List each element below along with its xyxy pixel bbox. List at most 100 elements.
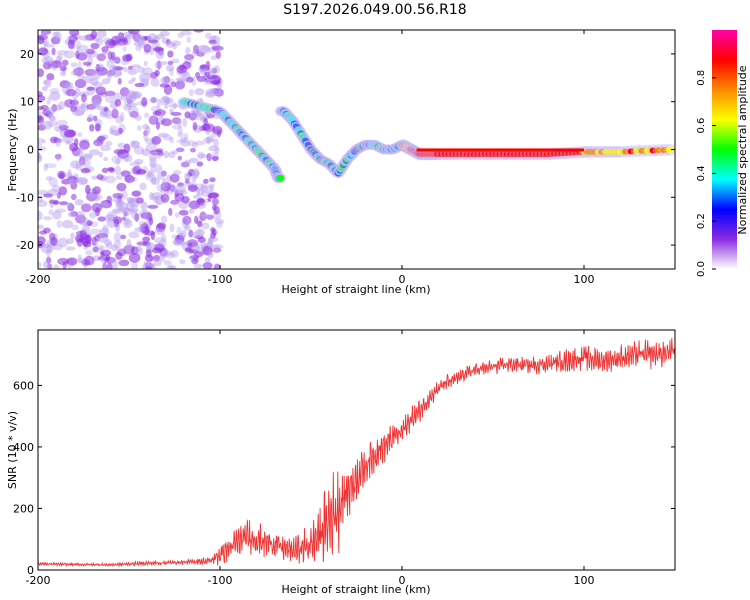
spectrogram-cell [153, 259, 162, 267]
spectrogram-cell [48, 199, 60, 204]
spectrogram-cell [42, 79, 51, 85]
spectrogram-cell [111, 155, 123, 164]
spectrogram-core-band [416, 148, 584, 152]
spectrogram-cell [38, 115, 45, 124]
spectrogram-cell [66, 238, 74, 245]
spectrogram-cell [188, 112, 197, 121]
spectrogram-cell [122, 66, 128, 73]
spectrogram-cell [87, 220, 93, 226]
spectrogram-cell [111, 244, 119, 251]
spectrogram-cell [113, 208, 120, 214]
spectrogram-y-tick-label: 20 [20, 48, 34, 61]
spectrogram-cell [143, 43, 152, 53]
spectrogram-cell [46, 96, 51, 105]
spectrogram-cell [114, 42, 125, 47]
spectrogram-cell [38, 152, 42, 163]
spectrogram-cell [160, 118, 173, 127]
spectrogram-cell [206, 137, 211, 145]
spectrogram-cell [210, 80, 221, 86]
spectrogram-cell [72, 67, 85, 76]
spectrogram-cell [63, 50, 76, 59]
snr-x-tick-label: -200 [26, 574, 51, 587]
spectrogram-cell [86, 86, 95, 91]
spectrogram-cell [124, 247, 131, 254]
spectrogram-cell [149, 192, 154, 201]
spectrogram-cell [172, 170, 182, 176]
spectrogram-cell [164, 104, 169, 110]
spectrogram-cell [168, 265, 174, 269]
spectrogram-cell [139, 182, 147, 191]
spectrogram-cell [42, 261, 49, 269]
spectrogram-cell [163, 150, 169, 159]
spectrogram-cell [193, 215, 199, 224]
spectrogram-cell [112, 260, 118, 269]
spectrogram-cell [147, 39, 159, 44]
spectrogram-cell [139, 72, 151, 83]
spectrogram-cell [40, 243, 52, 254]
spectrogram-cell [207, 250, 214, 259]
spectrogram-cell [59, 80, 71, 89]
spectrogram-cell [100, 249, 112, 257]
spectrogram-cell [183, 181, 192, 187]
spectrogram-cell [151, 192, 164, 201]
spectrogram-cell [83, 153, 93, 161]
spectrogram-cell [163, 260, 172, 266]
spectrogram-cell [192, 122, 198, 131]
spectrogram-cell [170, 111, 182, 117]
spectrogram-cell [161, 250, 172, 257]
spectrogram-cell [215, 50, 221, 59]
spectrogram-cell [41, 86, 48, 92]
spectrogram-cell [113, 232, 122, 242]
spectrogram-cell [131, 92, 141, 99]
spectrogram-cell [43, 163, 49, 171]
spectrogram-cell [660, 146, 668, 153]
spectrogram-cell [67, 203, 75, 212]
spectrogram-cell [167, 60, 174, 65]
spectrogram-cell [79, 139, 90, 150]
spectrogram-cell [67, 169, 72, 177]
spectrogram-cell [70, 70, 83, 77]
spectrogram-cell [38, 146, 47, 151]
spectrogram-cell [123, 211, 128, 217]
spectrogram-cell [159, 83, 170, 88]
spectrogram-x-tick-label: -200 [26, 273, 51, 286]
spectrogram-cell [134, 212, 140, 222]
spectrogram-cell [128, 252, 141, 263]
spectrogram-cell [159, 60, 168, 65]
spectrogram-cell [203, 118, 208, 126]
spectrogram-cell [92, 115, 98, 122]
spectrogram-cell [107, 51, 113, 60]
spectrogram-cell [185, 46, 191, 55]
spectrogram-cell [149, 217, 154, 226]
spectrogram-cell [174, 184, 186, 194]
spectrogram-cell [52, 104, 63, 111]
spectrogram-cell [43, 43, 55, 48]
spectrogram-cell [170, 249, 179, 258]
spectrogram-cell [57, 257, 69, 266]
spectrogram-cell [197, 97, 203, 104]
spectrogram-cell [188, 89, 194, 97]
chart-title: S197.2026.049.00.56.R18 [283, 2, 467, 18]
spectrogram-cell [132, 140, 141, 148]
spectrogram-cell [38, 224, 45, 230]
spectrogram-cell [135, 197, 144, 204]
spectrogram-cell [203, 136, 215, 144]
spectrogram-cell [105, 39, 117, 49]
spectrogram-cell [127, 106, 139, 117]
spectrogram-cell [115, 175, 123, 180]
spectrogram-cell [182, 117, 188, 128]
spectrogram-cell [74, 78, 87, 89]
spectrogram-cell [129, 161, 141, 167]
spectrogram-cell [210, 132, 218, 138]
spectrogram-cell [160, 181, 171, 192]
spectrogram-cell [144, 254, 154, 262]
spectrogram-cell [197, 237, 206, 244]
spectrogram-cell [154, 151, 163, 159]
spectrogram-cell [167, 50, 174, 58]
spectrogram-cell [72, 109, 85, 116]
spectrogram-cell [177, 155, 182, 161]
spectrogram-cell [202, 261, 213, 269]
spectrogram-cell [208, 145, 219, 152]
snr-y-tick-label: 0 [27, 564, 34, 577]
spectrogram-cell [189, 147, 196, 153]
